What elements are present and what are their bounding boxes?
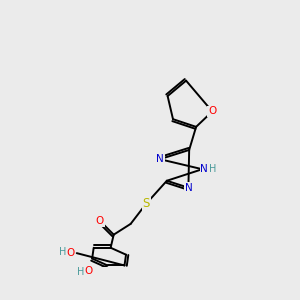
Text: S: S — [142, 197, 150, 210]
Text: O: O — [208, 106, 216, 116]
Text: N: N — [200, 164, 208, 174]
Text: O: O — [96, 216, 104, 226]
Text: H: H — [59, 248, 66, 257]
Text: H: H — [209, 164, 216, 173]
Text: N: N — [184, 183, 192, 193]
Text: O: O — [66, 248, 74, 258]
Text: N: N — [156, 154, 164, 164]
Text: H: H — [77, 266, 84, 277]
Text: O: O — [84, 266, 92, 276]
